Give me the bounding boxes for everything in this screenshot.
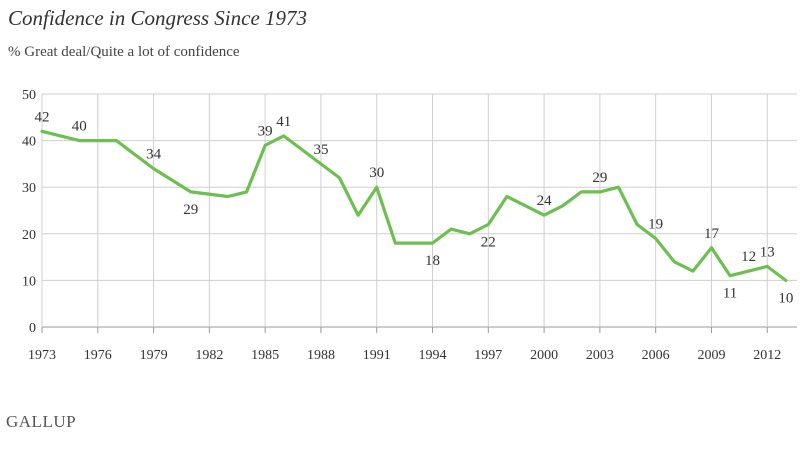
x-tick-label: 1997 (474, 348, 502, 363)
y-tick-label: 10 (22, 274, 36, 289)
grid (41, 93, 797, 333)
y-tick-label: 50 (22, 88, 36, 103)
data-label: 11 (723, 286, 737, 302)
x-tick-label: 2006 (642, 348, 670, 363)
x-tick-label: 2003 (586, 348, 614, 363)
data-label: 12 (741, 249, 756, 265)
data-label: 22 (481, 234, 496, 250)
series-line (40, 129, 788, 282)
chart-title: Confidence in Congress Since 1973 (8, 6, 308, 30)
x-tick-label: 1988 (307, 348, 335, 363)
x-tick-label: 1982 (195, 348, 223, 363)
chart-subtitle: % Great deal/Quite a lot of confidence (8, 44, 240, 60)
y-tick-label: 0 (29, 321, 36, 336)
x-tick-label: 2009 (697, 348, 725, 363)
gallup-logo: GALLUP (6, 412, 77, 431)
x-tick-label: 1979 (140, 348, 168, 363)
y-tick-label: 30 (22, 181, 36, 196)
y-axis-ticks: 0 10 20 30 40 50 (22, 88, 36, 336)
x-tick-label: 1973 (28, 348, 56, 363)
data-label: 13 (760, 244, 775, 260)
x-tick-label: 2012 (753, 348, 781, 363)
data-label: 35 (313, 142, 328, 158)
series-line-layer (40, 129, 788, 282)
x-tick-label: 1991 (363, 348, 391, 363)
data-label: 41 (276, 114, 291, 130)
data-label: 19 (648, 216, 663, 232)
y-tick-label: 20 (22, 228, 36, 243)
data-label: 34 (146, 147, 162, 163)
data-label: 40 (72, 119, 87, 135)
data-label: 29 (183, 202, 198, 218)
y-tick-label: 40 (22, 135, 36, 150)
x-tick-label: 1976 (84, 348, 112, 363)
data-label: 18 (425, 253, 440, 269)
data-label: 39 (258, 123, 273, 139)
data-label: 42 (35, 109, 50, 125)
x-tick-label: 2000 (530, 348, 558, 363)
x-tick-label: 1994 (419, 348, 447, 363)
data-label: 30 (369, 165, 384, 181)
data-label: 10 (778, 290, 793, 306)
x-tick-label: 1985 (251, 348, 279, 363)
x-axis-ticks: 1973 1976 1979 1982 1985 1988 1991 1994 1997 2000… (28, 348, 781, 363)
data-label: 29 (592, 170, 607, 186)
data-label: 17 (704, 226, 720, 242)
data-label: 24 (537, 193, 553, 209)
